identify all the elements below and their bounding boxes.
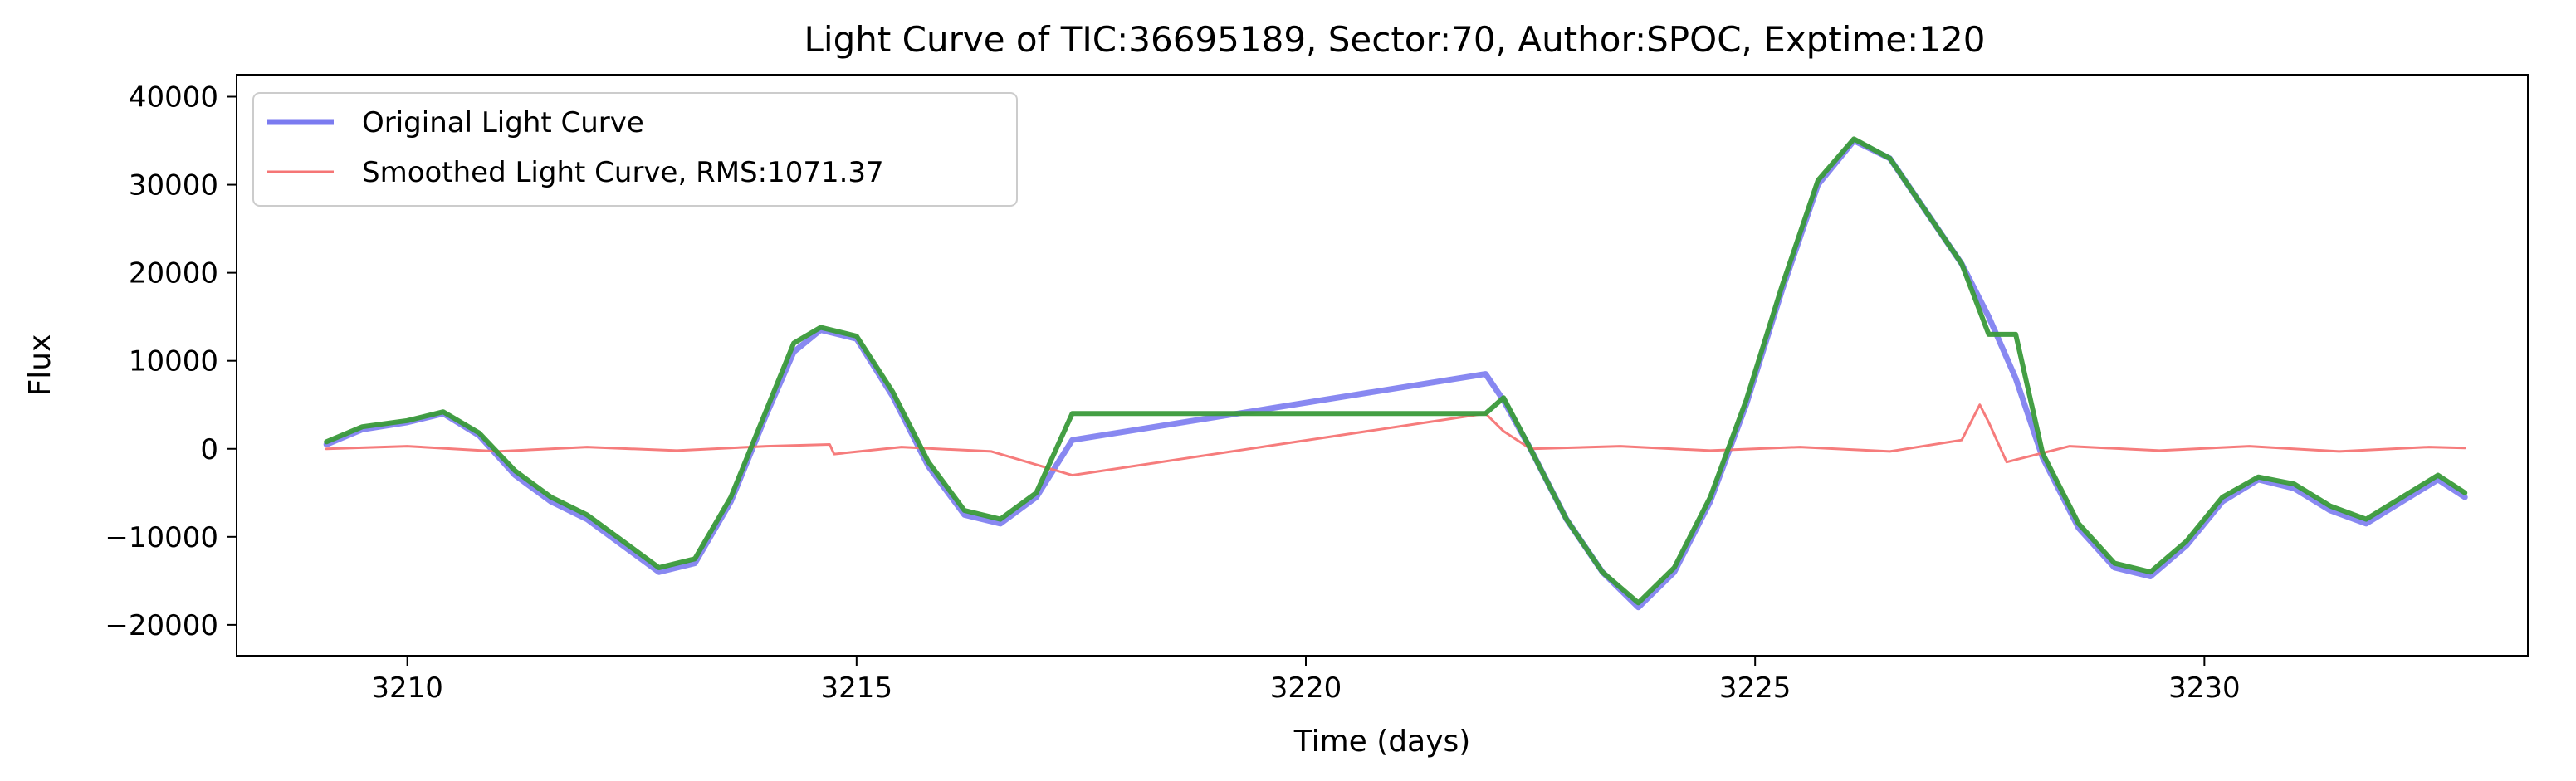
y-tick-label: 10000 bbox=[129, 345, 218, 378]
chart-title: Light Curve of TIC:36695189, Sector:70, … bbox=[804, 19, 1986, 60]
series-smoothed-light-curve bbox=[325, 403, 2466, 477]
x-axis-label: Time (days) bbox=[1293, 725, 1471, 759]
y-tick-label: 0 bbox=[200, 433, 218, 466]
plot-frame bbox=[236, 74, 2529, 657]
legend-label-smoothed: Smoothed Light Curve, RMS:1071.37 bbox=[362, 156, 884, 189]
y-tick-label: 20000 bbox=[129, 257, 218, 290]
y-tick-label: −20000 bbox=[105, 609, 218, 642]
y-tick-label: 30000 bbox=[129, 169, 218, 203]
x-axis: 3210 3215 3220 3225 3230 bbox=[371, 656, 2241, 705]
x-tick-label: 3230 bbox=[2168, 671, 2241, 705]
y-tick-label: 40000 bbox=[129, 81, 218, 115]
y-axis: −20000 −10000 0 10000 20000 30000 40000 bbox=[105, 81, 237, 642]
x-tick-label: 3210 bbox=[371, 671, 443, 705]
x-tick-label: 3225 bbox=[1719, 671, 1791, 705]
legend-box bbox=[252, 92, 1018, 207]
legend: Original Light Curve Smoothed Light Curv… bbox=[252, 92, 1018, 207]
y-axis-label: Flux bbox=[23, 334, 57, 397]
y-tick-label: −10000 bbox=[105, 521, 218, 554]
series-layer bbox=[323, 136, 2468, 611]
legend-label-original: Original Light Curve bbox=[362, 106, 644, 139]
x-tick-label: 3220 bbox=[1270, 671, 1342, 705]
series-trend-line bbox=[324, 136, 2468, 606]
x-tick-label: 3215 bbox=[821, 671, 893, 705]
